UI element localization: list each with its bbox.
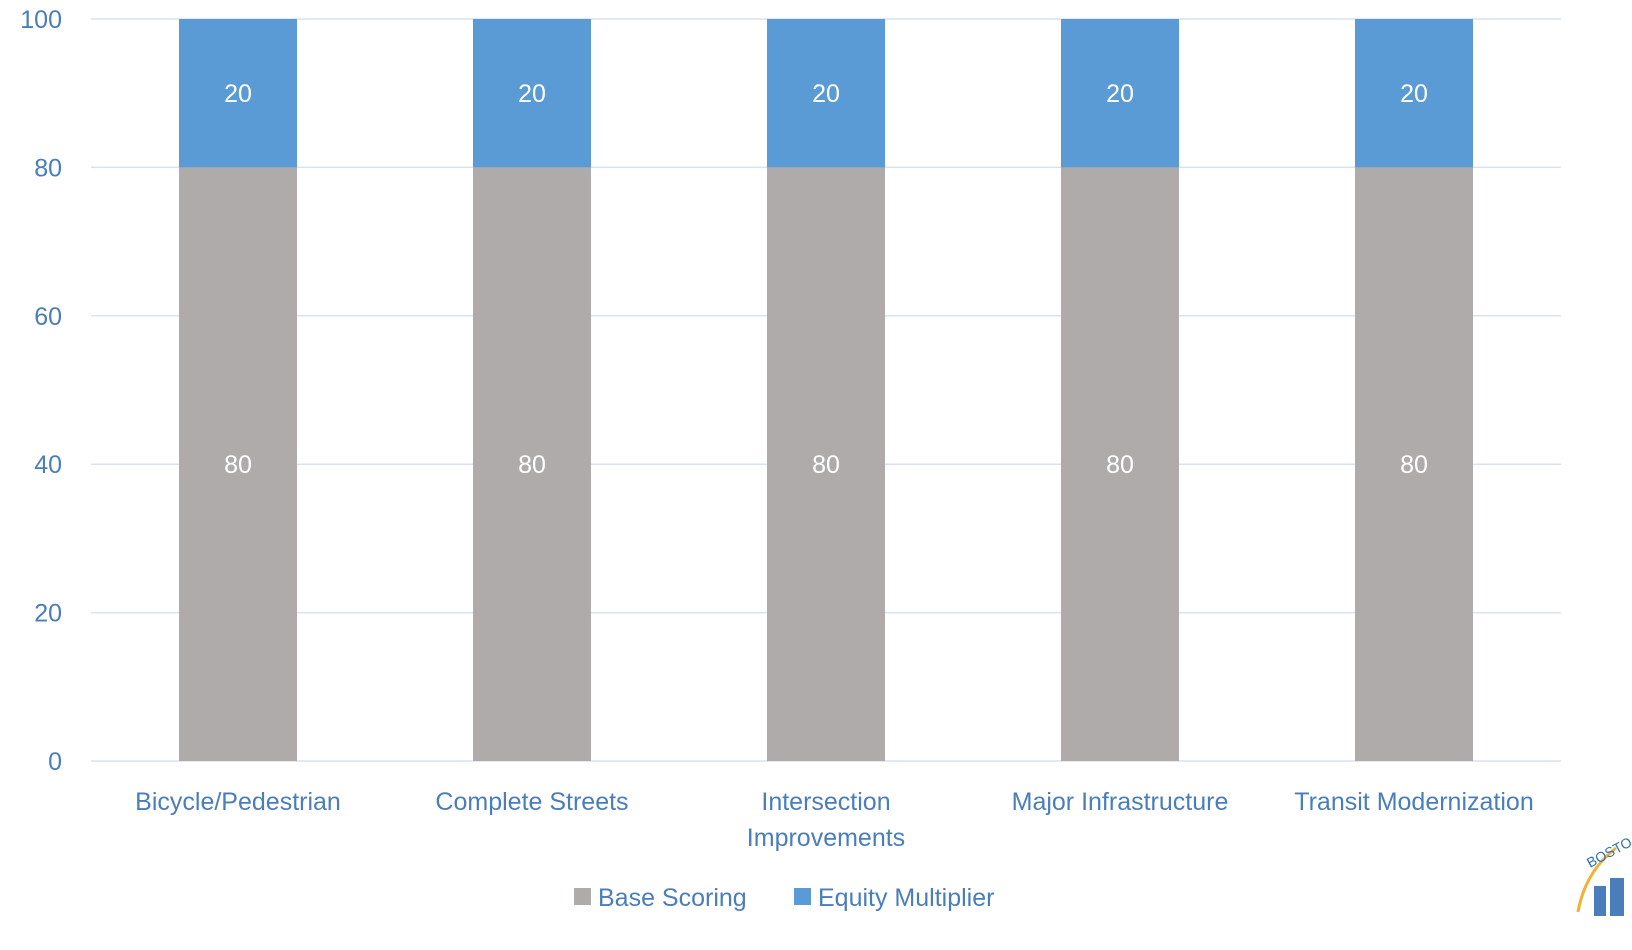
- data-label: 80: [1106, 451, 1134, 479]
- legend: Base Scoring Equity Multiplier: [574, 884, 994, 912]
- data-label: 20: [1400, 80, 1428, 108]
- y-tick-label: 100: [20, 6, 62, 34]
- x-category-label: Improvements: [747, 824, 905, 852]
- y-tick-label: 40: [34, 451, 62, 479]
- data-label: 20: [1106, 80, 1134, 108]
- x-category-label: Intersection: [761, 788, 890, 816]
- x-category-label: Bicycle/Pedestrian: [135, 788, 341, 816]
- bars: [179, 19, 1473, 761]
- bar-equity-multiplier-2: [767, 19, 885, 168]
- bar-base-scoring-3: [1061, 167, 1179, 761]
- x-category-label: Transit Modernization: [1294, 788, 1533, 816]
- data-labels: 80 20 80 20 80 20 80 20 80 20: [224, 80, 1428, 479]
- y-tick-label: 80: [34, 154, 62, 182]
- legend-label: Base Scoring: [598, 884, 747, 912]
- x-category-label: Major Infrastructure: [1012, 788, 1229, 816]
- logo: BOSTO: [1576, 834, 1632, 916]
- logo-arc: [1576, 846, 1617, 913]
- bar-base-scoring-2: [767, 167, 885, 761]
- y-tick-label: 60: [34, 303, 62, 331]
- bar-equity-multiplier-4: [1355, 19, 1473, 168]
- y-axis-tick-labels: 0 20 40 60 80 100: [20, 6, 62, 776]
- data-label: 20: [812, 80, 840, 108]
- bar-base-scoring-0: [179, 167, 297, 761]
- bar-base-scoring-4: [1355, 167, 1473, 761]
- data-label: 20: [224, 80, 252, 108]
- y-tick-label: 20: [34, 600, 62, 628]
- logo-building-left: [1594, 886, 1606, 916]
- bar-base-scoring-1: [473, 167, 591, 761]
- bar-equity-multiplier-3: [1061, 19, 1179, 168]
- bar-equity-multiplier-1: [473, 19, 591, 168]
- x-category-label: Complete Streets: [435, 788, 628, 816]
- data-label: 80: [224, 451, 252, 479]
- legend-label: Equity Multiplier: [818, 884, 994, 912]
- data-label: 20: [518, 80, 546, 108]
- data-label: 80: [518, 451, 546, 479]
- legend-swatch: [574, 888, 591, 905]
- data-label: 80: [812, 451, 840, 479]
- data-label: 80: [1400, 451, 1428, 479]
- x-axis-category-labels: Bicycle/Pedestrian Complete Streets Inters…: [135, 788, 1534, 852]
- logo-text: BOSTO: [1584, 834, 1632, 871]
- bar-equity-multiplier-0: [179, 19, 297, 168]
- logo-building-right: [1610, 878, 1624, 916]
- legend-swatch: [794, 888, 811, 905]
- y-tick-label: 0: [48, 748, 62, 776]
